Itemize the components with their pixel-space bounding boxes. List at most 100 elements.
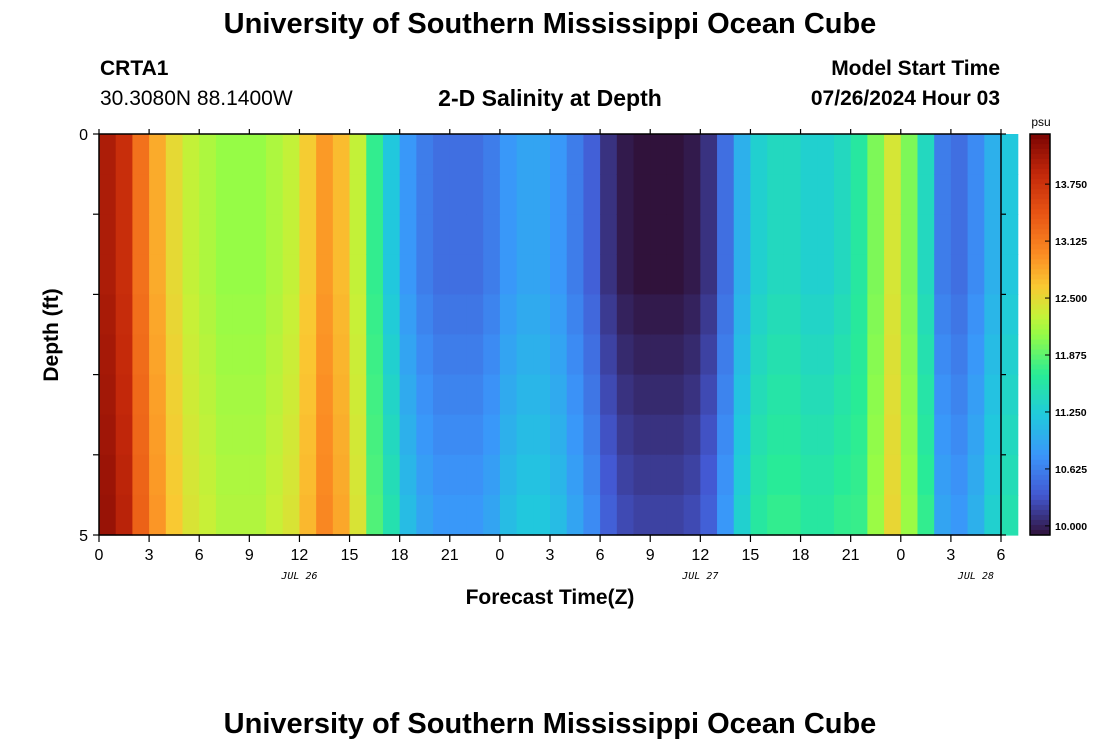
heatmap-cell	[149, 494, 167, 536]
heatmap-cell	[767, 374, 785, 416]
colorbar-segment	[1030, 254, 1050, 260]
heatmap-cell	[249, 374, 267, 416]
heatmap-cell	[282, 214, 301, 255]
heatmap-cell	[199, 294, 217, 336]
heatmap-cell	[416, 494, 434, 536]
heatmap-cell	[433, 494, 451, 536]
heatmap-cell	[817, 494, 835, 536]
colorbar-segment	[1030, 189, 1050, 195]
x-axis: 0 3 6 9 12 15 18 21 0 3 6 9 12 15 18 21 0 3 6 JUL 26 JUL 27 J…	[95, 129, 1006, 582]
heatmap-cell	[650, 254, 668, 295]
heatmap-cell	[149, 134, 167, 175]
heatmap-cell	[199, 374, 217, 416]
heatmap-cell	[533, 254, 551, 295]
heatmap-cell	[232, 254, 250, 295]
heatmap-cell	[600, 454, 618, 496]
heatmap-cell	[165, 494, 184, 536]
heatmap-cell	[399, 494, 417, 536]
heatmap-cell	[867, 134, 885, 175]
heatmap-cell	[817, 414, 835, 456]
colorbar-segment	[1030, 249, 1050, 255]
heatmap-cell	[249, 454, 267, 496]
heatmap-cell	[215, 214, 234, 255]
heatmap-cell	[850, 334, 868, 376]
heatmap-cell	[199, 174, 217, 215]
colorbar-segment	[1030, 329, 1050, 336]
heatmap-cell	[149, 294, 167, 336]
heatmap-cell	[783, 214, 802, 255]
colorbar-tick-label: 11.875	[1055, 350, 1087, 362]
colorbar-segment	[1030, 139, 1050, 145]
heatmap-cell	[215, 494, 234, 536]
heatmap-cell	[382, 494, 401, 536]
heatmap-cell	[566, 294, 585, 336]
heatmap-cell	[299, 414, 317, 456]
heatmap-cell	[1001, 494, 1019, 536]
heatmap-cell	[800, 374, 818, 416]
heatmap-cell	[349, 454, 367, 496]
heatmap-cell	[800, 134, 818, 175]
colorbar-segment	[1030, 299, 1050, 306]
heatmap-cell	[850, 214, 868, 255]
heatmap-cell	[466, 254, 484, 295]
heatmap-cell	[633, 294, 651, 336]
heatmap-cell	[750, 294, 768, 336]
heatmap-cell	[449, 374, 468, 416]
x-tick-label: 12	[691, 547, 709, 564]
colorbar-segment	[1030, 469, 1050, 476]
x-tick-label: 18	[391, 547, 409, 564]
page-title: University of Southern Mississippi Ocean…	[223, 8, 877, 40]
heatmap-cell	[934, 134, 952, 175]
colorbar-segment	[1030, 349, 1050, 356]
heatmap-cell	[466, 494, 484, 536]
heatmap-cell	[99, 494, 117, 536]
heatmap-cell	[767, 334, 785, 376]
x-tick-label: 0	[95, 547, 104, 564]
heatmap-cell	[433, 134, 451, 175]
colorbar-tick-label: 11.250	[1055, 407, 1087, 419]
heatmap-cell	[767, 454, 785, 496]
heatmap-cell	[750, 254, 768, 295]
heatmap-cell	[666, 214, 685, 255]
heatmap-cell	[316, 174, 334, 215]
heatmap-cell	[683, 454, 701, 496]
heatmap-cell	[717, 214, 735, 255]
heatmap-cell	[466, 214, 484, 255]
heatmap-cell	[299, 334, 317, 376]
heatmap-cell	[433, 174, 451, 215]
heatmap-cell	[449, 494, 468, 536]
heatmap-cell	[817, 254, 835, 295]
station-id: CRTA1	[100, 57, 169, 80]
heatmap-cell	[215, 254, 234, 295]
heatmap-cell	[800, 494, 818, 536]
heatmap-cell	[900, 454, 919, 496]
heatmap-cell	[566, 134, 585, 175]
heatmap-cell	[884, 134, 902, 175]
heatmap-cell	[249, 254, 267, 295]
heatmap-cell	[884, 214, 902, 255]
heatmap-cell	[533, 414, 551, 456]
heatmap-cell	[199, 254, 217, 295]
colorbar-tick-label: 12.500	[1055, 293, 1087, 305]
colorbar-segment	[1030, 399, 1050, 406]
heatmap-cell	[783, 254, 802, 295]
heatmap-cell	[583, 254, 601, 295]
heatmap-cell	[733, 454, 752, 496]
heatmap-cell	[750, 414, 768, 456]
heatmap-cell	[466, 174, 484, 215]
heatmap-cell	[533, 174, 551, 215]
heatmap-cell	[934, 334, 952, 376]
heatmap-cell	[934, 454, 952, 496]
date-label: JUL 28	[957, 571, 994, 582]
heatmap-cell	[633, 174, 651, 215]
heatmap-cell	[533, 494, 551, 536]
heatmap-cell	[382, 214, 401, 255]
colorbar-segment	[1030, 359, 1050, 366]
heatmap-cell	[833, 334, 852, 376]
heatmap-cell	[115, 214, 134, 255]
heatmap-cell	[767, 254, 785, 295]
heatmap-cell	[833, 494, 852, 536]
heatmap-cell	[399, 254, 417, 295]
heatmap-cell	[783, 494, 802, 536]
heatmap-cell	[399, 174, 417, 215]
